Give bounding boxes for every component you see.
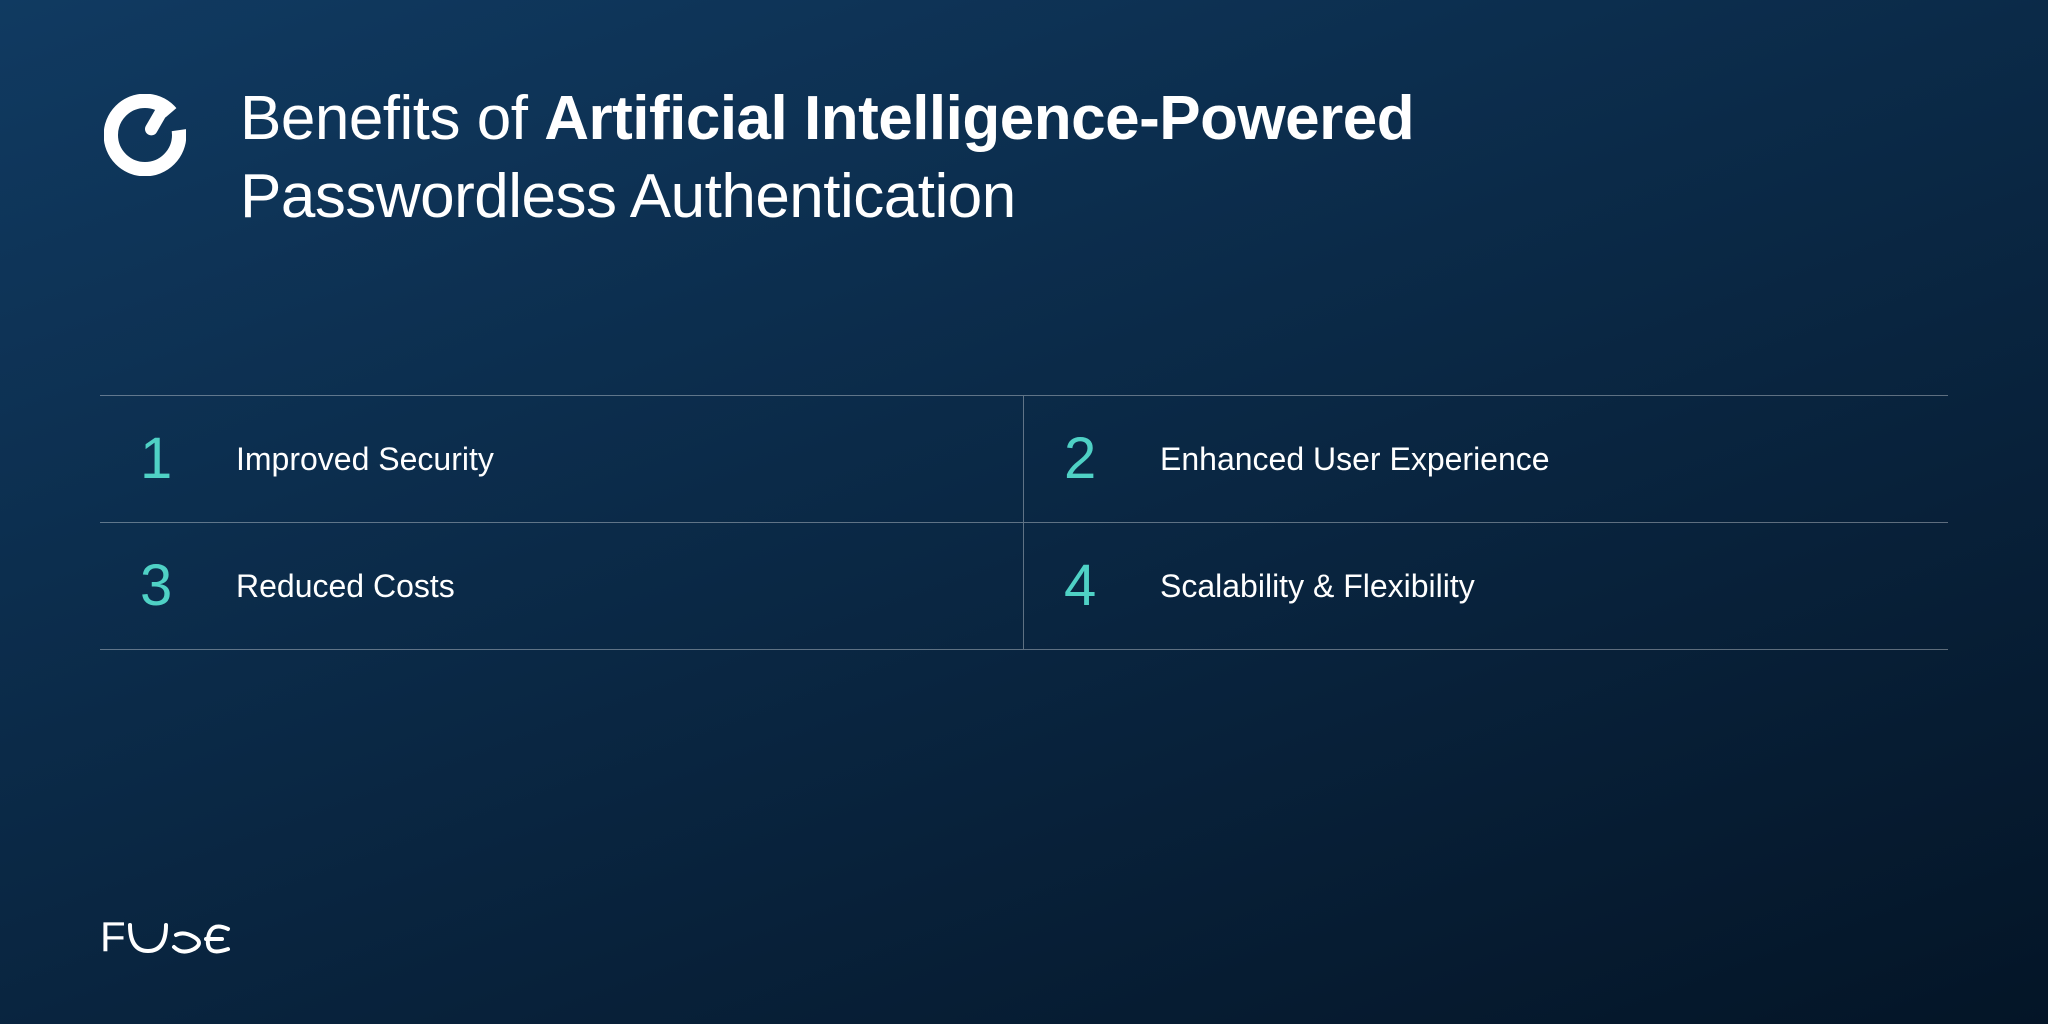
slide: Benefits of Artificial Intelligence-Powe… bbox=[0, 0, 2048, 1024]
benefit-cell: 4 Scalability & Flexibility bbox=[1024, 523, 1948, 650]
title-suffix: Passwordless Authentication bbox=[240, 162, 1016, 231]
title-bold: Artificial Intelligence-Powered bbox=[544, 84, 1414, 153]
benefits-grid: 1 Improved Security 2 Enhanced User Expe… bbox=[100, 395, 1948, 650]
benefit-number: 4 bbox=[1064, 557, 1112, 615]
benefit-label: Reduced Costs bbox=[236, 568, 455, 605]
title-prefix: Benefits of bbox=[240, 84, 544, 153]
benefit-number: 2 bbox=[1064, 430, 1112, 488]
benefit-cell: 1 Improved Security bbox=[100, 396, 1024, 523]
page-title: Benefits of Artificial Intelligence-Powe… bbox=[240, 80, 1414, 235]
svg-text:F: F bbox=[100, 913, 127, 960]
benefit-number: 1 bbox=[140, 430, 188, 488]
benefit-cell: 3 Reduced Costs bbox=[100, 523, 1024, 650]
benefit-label: Enhanced User Experience bbox=[1160, 441, 1550, 478]
benefit-label: Improved Security bbox=[236, 441, 494, 478]
benefit-cell: 2 Enhanced User Experience bbox=[1024, 396, 1948, 523]
benefit-label: Scalability & Flexibility bbox=[1160, 568, 1475, 605]
brand-mark-icon bbox=[100, 90, 190, 180]
benefit-number: 3 bbox=[140, 557, 188, 615]
header: Benefits of Artificial Intelligence-Powe… bbox=[100, 80, 1948, 235]
footer-brand: F bbox=[100, 913, 270, 974]
